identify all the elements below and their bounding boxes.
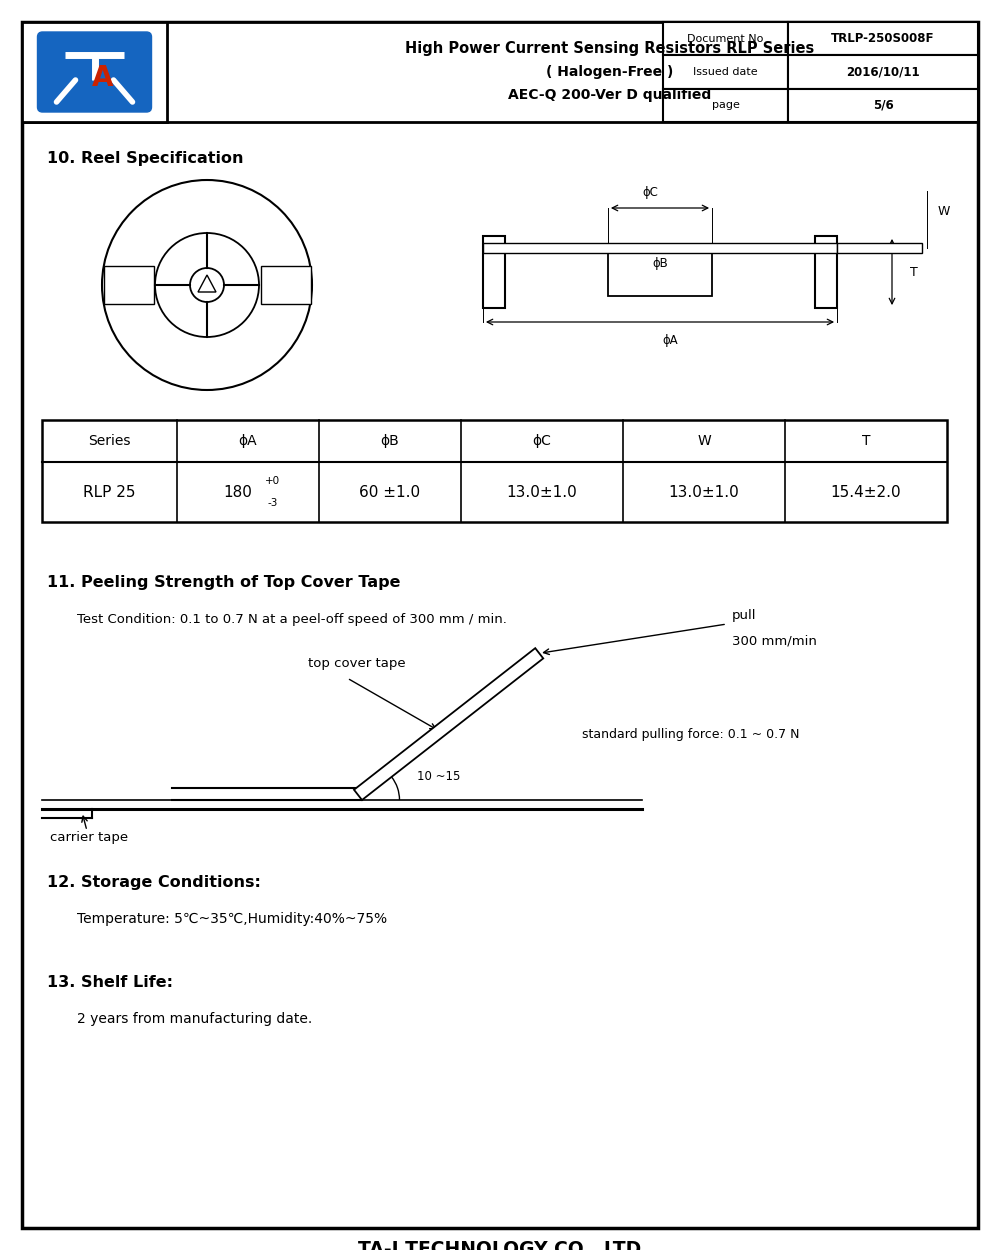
Circle shape (102, 180, 312, 390)
Text: Document No: Document No (687, 34, 764, 44)
Bar (22, 22, 978, 122)
Bar (788, 22, 978, 55)
Text: 11. Peeling Strength of Top Cover Tape: 11. Peeling Strength of Top Cover Tape (47, 575, 400, 590)
Text: ϕA: ϕA (662, 334, 678, 348)
Text: Series: Series (88, 434, 131, 447)
Text: 5/6: 5/6 (873, 99, 893, 111)
Text: T: T (862, 434, 870, 447)
Text: Issued date: Issued date (693, 68, 758, 78)
Text: Test Condition: 0.1 to 0.7 N at a peel-off speed of 300 mm / min.: Test Condition: 0.1 to 0.7 N at a peel-o… (77, 612, 507, 625)
Text: 10 ~15: 10 ~15 (417, 770, 460, 784)
Text: 2016/10/11: 2016/10/11 (846, 65, 920, 79)
Bar (815, 236, 837, 308)
Text: TRLP-250S008F: TRLP-250S008F (831, 32, 935, 45)
Text: W: W (697, 434, 711, 447)
Text: 180: 180 (224, 485, 252, 500)
Circle shape (155, 232, 259, 338)
Text: ϕA: ϕA (239, 434, 257, 447)
Text: top cover tape: top cover tape (308, 658, 406, 670)
Text: ϕC: ϕC (642, 186, 658, 199)
Text: TA-I TECHNOLOGY CO., LTD: TA-I TECHNOLOGY CO., LTD (358, 1240, 642, 1250)
Bar (837, 242, 922, 252)
Bar (483, 236, 505, 308)
Text: carrier tape: carrier tape (50, 830, 128, 844)
Bar (788, 89, 978, 122)
Bar (663, 55, 788, 89)
Bar (663, 89, 788, 122)
Bar (104, 266, 154, 304)
Text: 13.0±1.0: 13.0±1.0 (669, 485, 739, 500)
Text: T: T (910, 265, 918, 279)
Text: 300 mm/min: 300 mm/min (732, 635, 817, 648)
Text: ϕC: ϕC (533, 434, 551, 447)
Text: page: page (712, 100, 739, 110)
Bar (608, 248, 712, 296)
Bar (22, 22, 167, 122)
Text: W: W (938, 205, 950, 217)
Text: pull: pull (732, 610, 756, 622)
Text: 12. Storage Conditions:: 12. Storage Conditions: (47, 875, 261, 890)
FancyBboxPatch shape (37, 32, 152, 112)
Text: RLP 25: RLP 25 (83, 485, 136, 500)
Text: 60 ±1.0: 60 ±1.0 (359, 485, 421, 500)
Bar (483, 242, 837, 252)
Text: 13.0±1.0: 13.0±1.0 (507, 485, 577, 500)
Text: 15.4±2.0: 15.4±2.0 (831, 485, 901, 500)
Text: ϕB: ϕB (381, 434, 399, 447)
Bar (788, 55, 978, 89)
Text: ( Halogen-Free ): ( Halogen-Free ) (546, 65, 674, 79)
Text: Temperature: 5℃~35℃,Humidity:40%~75%: Temperature: 5℃~35℃,Humidity:40%~75% (77, 912, 387, 926)
Text: +0: +0 (265, 476, 281, 486)
Text: High Power Current Sensing Resistors RLP Series: High Power Current Sensing Resistors RLP… (405, 41, 815, 56)
Text: standard pulling force: 0.1 ~ 0.7 N: standard pulling force: 0.1 ~ 0.7 N (582, 728, 799, 740)
Text: 10. Reel Specification: 10. Reel Specification (47, 150, 244, 165)
Polygon shape (198, 275, 216, 292)
Text: AEC-Q 200-Ver D qualified: AEC-Q 200-Ver D qualified (508, 88, 712, 103)
Polygon shape (354, 649, 543, 800)
Bar (663, 22, 788, 55)
Text: -3: -3 (268, 498, 278, 508)
Circle shape (190, 268, 224, 302)
Text: A: A (92, 64, 113, 92)
Bar (42, 420, 947, 522)
Text: 13. Shelf Life:: 13. Shelf Life: (47, 975, 173, 990)
Bar (261, 266, 311, 304)
Text: 2 years from manufacturing date.: 2 years from manufacturing date. (77, 1013, 312, 1026)
Text: ϕB: ϕB (652, 258, 668, 270)
